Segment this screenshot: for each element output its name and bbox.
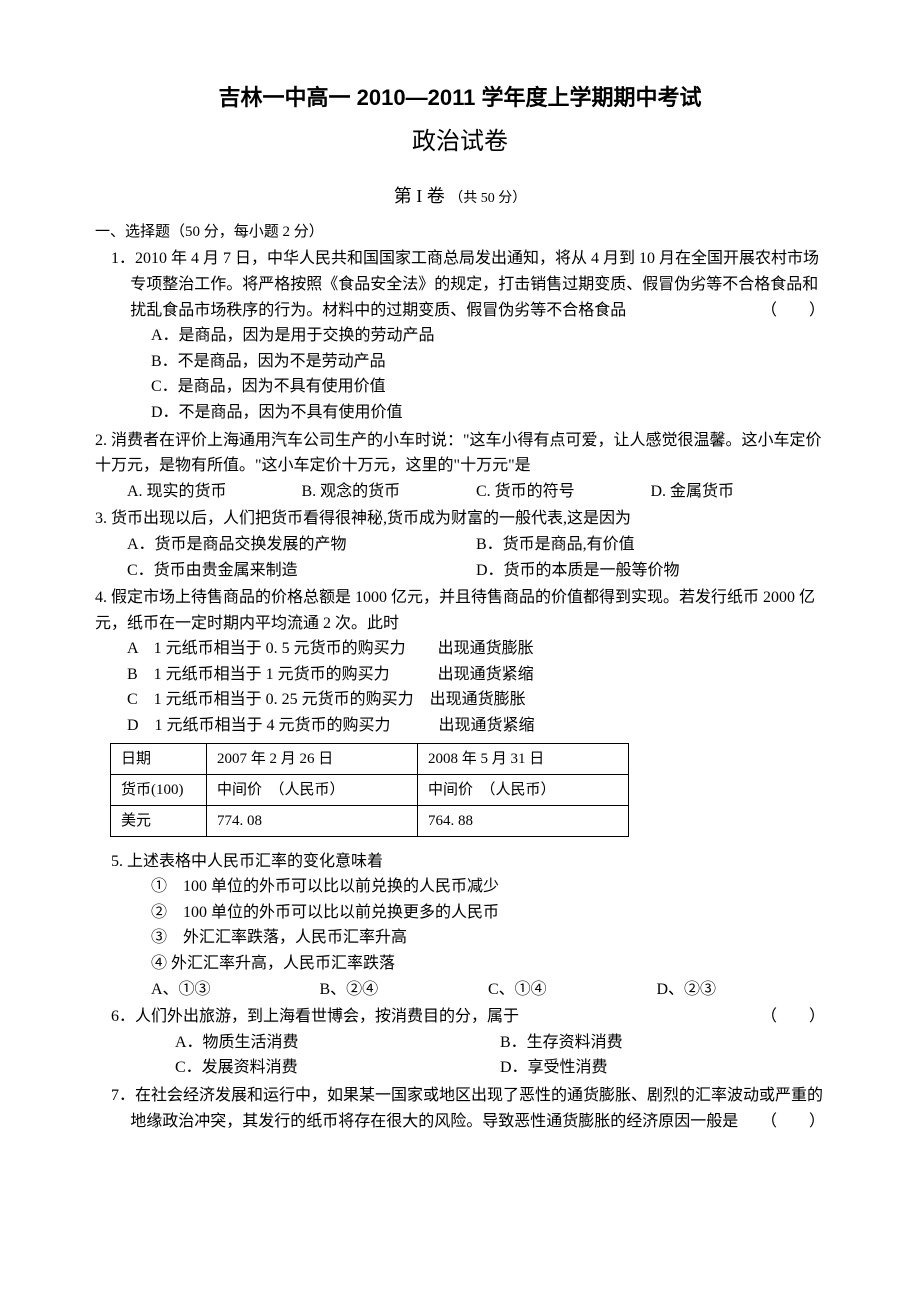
q2-opt-d: D. 金属货币	[651, 479, 826, 505]
q4-opt-d: D 1 元纸币相当于 4 元货币的购买力 出现通货紧缩	[127, 713, 825, 739]
q3-opt-c: C．货币由贵金属来制造	[127, 558, 476, 584]
q3-opt-b: B．货币是商品,有价值	[476, 532, 825, 558]
q6-opt-b: B．生存资料消费	[500, 1030, 825, 1056]
answer-blank: （ ）	[780, 1004, 825, 1030]
q1-opt-a: A．是商品，因为是用于交换的劳动产品	[151, 323, 825, 349]
q3-opt-d: D．货币的本质是一般等价物	[476, 558, 825, 584]
cell-usd-2: 764. 88	[418, 805, 629, 836]
q1-stem: 1．2010 年 4 月 7 日，中华人民共和国国家工商总局发出通知，将从 4 …	[95, 246, 825, 323]
q6-opt-a: A．物质生活消费	[175, 1030, 500, 1056]
q5-opt-d: D、②③	[657, 977, 826, 1003]
q6-opt-d: D．享受性消费	[500, 1055, 825, 1081]
q3-opt-a: A．货币是商品交换发展的产物	[127, 532, 476, 558]
answer-blank: （ ）	[780, 298, 825, 324]
q5-stem: 5. 上述表格中人民币汇率的变化意味着	[111, 849, 825, 875]
section-note: （共 50 分）	[449, 191, 526, 206]
q5-opt-b: B、②④	[320, 977, 489, 1003]
q4-opt-a: A 1 元纸币相当于 0. 5 元货币的购买力 出现通货膨胀	[127, 636, 825, 662]
table-row: 美元 774. 08 764. 88	[111, 805, 629, 836]
q7-stem: 7．在社会经济发展和运行中，如果某一国家或地区出现了恶性的通货膨胀、剧烈的汇率波…	[95, 1083, 825, 1134]
q4-opt-c: C 1 元纸币相当于 0. 25 元货币的购买力 出现通货膨胀	[127, 687, 825, 713]
table-row: 日期 2007 年 2 月 26 日 2008 年 5 月 31 日	[111, 743, 629, 774]
q2-stem: 2. 消费者在评价上海通用汽车公司生产的小车时说："这车小得有点可爱，让人感觉很…	[95, 428, 825, 479]
table-row: 货币(100) 中间价 （人民币） 中间价 （人民币）	[111, 774, 629, 805]
section-label: 第 I 卷	[394, 186, 445, 206]
title-main: 吉林一中高一 2010—2011 学年度上学期期中考试	[95, 80, 825, 115]
cell-usd-1: 774. 08	[207, 805, 418, 836]
answer-blank: （ ）	[780, 1109, 825, 1135]
q1-text: 1．2010 年 4 月 7 日，中华人民共和国国家工商总局发出通知，将从 4 …	[111, 250, 819, 318]
q5-sub-4: ④ 外汇汇率升高，人民币汇率跌落	[151, 951, 825, 977]
q4-opt-b: B 1 元纸币相当于 1 元货币的购买力 出现通货紧缩	[127, 662, 825, 688]
question-6: 6．人们外出旅游，到上海看世博会，按消费目的分，属于 （ ） A．物质生活消费 …	[95, 1004, 825, 1081]
q6-stem: 6．人们外出旅游，到上海看世博会，按消费目的分，属于 （ ）	[95, 1004, 825, 1030]
q2-opt-a: A. 现实的货币	[127, 479, 302, 505]
cell-currency-header: 货币(100)	[111, 774, 207, 805]
q2-opt-b: B. 观念的货币	[302, 479, 477, 505]
q5-opt-c: C、①④	[488, 977, 657, 1003]
question-7: 7．在社会经济发展和运行中，如果某一国家或地区出现了恶性的通货膨胀、剧烈的汇率波…	[95, 1083, 825, 1134]
title-sub: 政治试卷	[95, 123, 825, 161]
section-header: 第 I 卷 （共 50 分）	[95, 182, 825, 211]
q5-sub-3: ③ 外汇汇率跌落，人民币汇率升高	[151, 925, 825, 951]
cell-date-2: 2008 年 5 月 31 日	[418, 743, 629, 774]
q1-opt-b: B．不是商品，因为不是劳动产品	[151, 349, 825, 375]
cell-usd-label: 美元	[111, 805, 207, 836]
q2-opt-c: C. 货币的符号	[476, 479, 651, 505]
q1-opt-d: D．不是商品，因为不具有使用价值	[151, 400, 825, 426]
q6-opt-c: C．发展资料消费	[175, 1055, 500, 1081]
question-2: 2. 消费者在评价上海通用汽车公司生产的小车时说："这车小得有点可爱，让人感觉很…	[95, 428, 825, 505]
q5-opt-a: A、①③	[151, 977, 320, 1003]
q7-text: 7．在社会经济发展和运行中，如果某一国家或地区出现了恶性的通货膨胀、剧烈的汇率波…	[111, 1087, 823, 1130]
cell-mid-2: 中间价 （人民币）	[418, 774, 629, 805]
question-1: 1．2010 年 4 月 7 日，中华人民共和国国家工商总局发出通知，将从 4 …	[95, 246, 825, 425]
question-3: 3. 货币出现以后，人们把货币看得很神秘,货币成为财富的一般代表,这是因为 A．…	[95, 506, 825, 583]
q5-sub-1: ① 100 单位的外币可以比以前兑换的人民币减少	[151, 874, 825, 900]
q5-sub-2: ② 100 单位的外币可以比以前兑换更多的人民币	[151, 900, 825, 926]
q3-stem: 3. 货币出现以后，人们把货币看得很神秘,货币成为财富的一般代表,这是因为	[95, 506, 825, 532]
q6-text: 6．人们外出旅游，到上海看世博会，按消费目的分，属于	[111, 1008, 519, 1025]
instruction: 一、选择题（50 分，每小题 2 分）	[95, 220, 825, 244]
cell-date-1: 2007 年 2 月 26 日	[207, 743, 418, 774]
question-5: 5. 上述表格中人民币汇率的变化意味着 ① 100 单位的外币可以比以前兑换的人…	[95, 849, 825, 1003]
q1-opt-c: C．是商品，因为不具有使用价值	[151, 374, 825, 400]
question-4: 4. 假定市场上待售商品的价格总额是 1000 亿元，并且待售商品的价值都得到实…	[95, 585, 825, 739]
q4-stem: 4. 假定市场上待售商品的价格总额是 1000 亿元，并且待售商品的价值都得到实…	[95, 585, 825, 636]
cell-mid-1: 中间价 （人民币）	[207, 774, 418, 805]
exchange-rate-table: 日期 2007 年 2 月 26 日 2008 年 5 月 31 日 货币(10…	[110, 743, 629, 837]
cell-date-header: 日期	[111, 743, 207, 774]
